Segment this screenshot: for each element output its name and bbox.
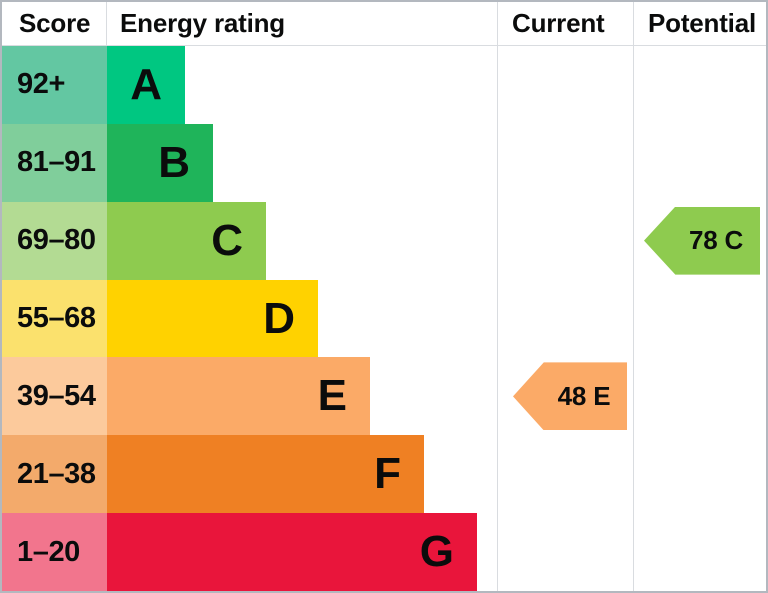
band-row-f: 21–38 F xyxy=(2,435,766,514)
band-row-d: 55–68 D xyxy=(2,279,766,358)
band-letter-g: G xyxy=(419,527,454,577)
band-row-e: 39–54 E 48 E xyxy=(2,357,766,436)
header-current: Current xyxy=(497,2,633,46)
header-energy-rating: Energy rating xyxy=(107,2,497,46)
bar-cell-d: D xyxy=(107,279,497,358)
band-letter-c: C xyxy=(211,215,243,265)
band-bar-a: A xyxy=(107,46,185,124)
band-bar-c: C xyxy=(107,201,266,280)
band-row-c: 69–80 C 78 C xyxy=(2,201,766,280)
bar-cell-g: G xyxy=(107,513,497,591)
band-row-b: 81–91 B xyxy=(2,123,766,202)
current-cell-g xyxy=(497,513,633,591)
bar-cell-b: B xyxy=(107,123,497,202)
band-row-a: 92+ A xyxy=(2,46,766,124)
score-range-e: 39–54 xyxy=(2,357,107,436)
band-letter-d: D xyxy=(263,293,295,343)
current-rating-label: 48 E xyxy=(557,380,611,411)
potential-cell-f xyxy=(633,435,766,514)
band-bar-e: E xyxy=(107,357,370,436)
bar-cell-f: F xyxy=(107,435,497,514)
potential-cell-g xyxy=(633,513,766,591)
band-letter-e: E xyxy=(317,371,347,421)
score-range-g: 1–20 xyxy=(2,513,107,591)
band-bar-b: B xyxy=(107,123,213,202)
current-cell-c xyxy=(497,201,633,280)
potential-rating-label: 78 C xyxy=(688,225,744,256)
score-range-a: 92+ xyxy=(2,46,107,124)
potential-cell-d xyxy=(633,279,766,358)
header-row: Score Energy rating Current Potential xyxy=(2,2,766,46)
band-letter-b: B xyxy=(158,137,190,187)
current-cell-d xyxy=(497,279,633,358)
score-range-c: 69–80 xyxy=(2,201,107,280)
potential-cell-a xyxy=(633,46,766,124)
score-range-d: 55–68 xyxy=(2,279,107,358)
band-bar-f: F xyxy=(107,435,424,514)
band-bar-g: G xyxy=(107,513,477,591)
score-range-f: 21–38 xyxy=(2,435,107,514)
band-letter-a: A xyxy=(130,59,162,109)
current-cell-b xyxy=(497,123,633,202)
bar-cell-a: A xyxy=(107,46,497,124)
header-score: Score xyxy=(2,2,107,46)
bar-cell-e: E xyxy=(107,357,497,436)
current-cell-a xyxy=(497,46,633,124)
band-row-g: 1–20 G xyxy=(2,513,766,591)
score-range-b: 81–91 xyxy=(2,123,107,202)
potential-cell-e xyxy=(633,357,766,436)
potential-rating-arrow: 78 C xyxy=(644,206,760,275)
band-letter-f: F xyxy=(374,449,401,499)
current-rating-arrow: 48 E xyxy=(513,362,627,431)
header-potential: Potential xyxy=(633,2,766,46)
current-cell-f xyxy=(497,435,633,514)
current-cell-e: 48 E xyxy=(497,357,633,436)
potential-cell-b xyxy=(633,123,766,202)
potential-cell-c: 78 C xyxy=(633,201,766,280)
bar-cell-c: C xyxy=(107,201,497,280)
band-bar-d: D xyxy=(107,279,318,358)
